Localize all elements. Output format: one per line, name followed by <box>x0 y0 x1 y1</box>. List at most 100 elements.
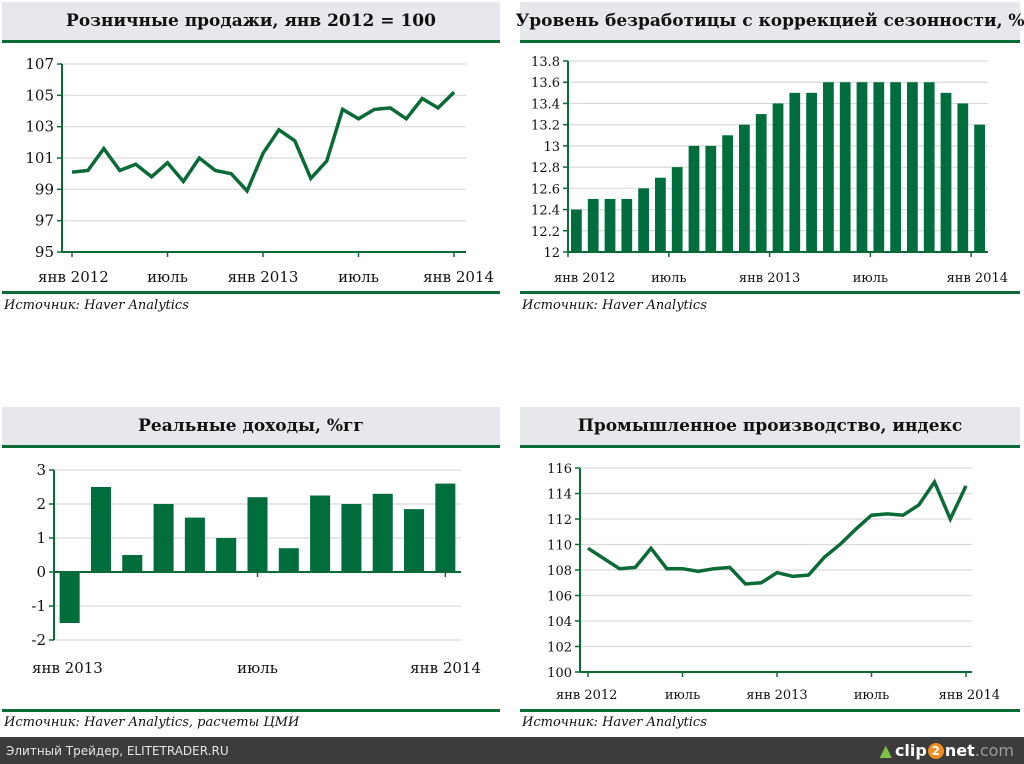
x-tick-label: июль <box>237 659 278 677</box>
x-tick-label: июль <box>147 268 188 286</box>
retail-sales-chart: 95 97 99 101 103 105 107 янв 2012 июль янв 2013 ию… <box>25 55 494 286</box>
chart-title: Уровень безработицы с коррекцией сезонно… <box>515 2 1024 43</box>
bar <box>621 198 633 252</box>
chart-source: Источник: Haver Analytics <box>522 715 707 730</box>
chart-title: Розничные продажи, янв 2012 = 100 <box>2 2 500 43</box>
panel-unemployment: Уровень безработицы с коррекцией сезонно… <box>515 2 1024 322</box>
y-tick-label: 12.8 <box>531 161 560 176</box>
x-tick-label: янв 2013 <box>739 271 800 286</box>
industrial-production-chart: 100 102 104 106 108 110 112 114 116 янв 2012 июль я… <box>547 462 1000 703</box>
panel-industrial-production: Промышленное производство, индекс 100 102… <box>520 407 1020 737</box>
y-tick-label: 13 <box>543 140 560 155</box>
y-tick-label: 110 <box>547 539 572 554</box>
y-tick-label: 12 <box>543 246 560 261</box>
bar <box>372 493 393 572</box>
upload-arrow-icon: ▲ <box>879 741 892 760</box>
bar <box>823 82 834 252</box>
bar <box>435 483 456 572</box>
y-tick-label: 12.6 <box>531 182 560 197</box>
watermark-bar: Элитный Трейдер, ELITETRADER.RU ▲ clip 2… <box>0 737 1024 764</box>
bar <box>247 497 268 572</box>
bar <box>789 92 801 252</box>
y-tick-label: 116 <box>547 462 572 477</box>
x-tick-label: июль <box>665 688 700 703</box>
x-tick-label: янв 2012 <box>556 688 617 703</box>
bar <box>122 555 143 572</box>
bar <box>59 572 80 623</box>
chart-source: Источник: Haver Analytics, расчеты ЦМИ <box>4 715 300 730</box>
bar <box>404 509 425 572</box>
series-line <box>71 90 456 195</box>
bar <box>655 177 666 252</box>
y-tick-label: 2 <box>36 495 46 513</box>
x-tick-label: июль <box>854 688 889 703</box>
bar <box>184 517 205 572</box>
bar <box>310 495 331 572</box>
panel-retail-sales: Розничные продажи, янв 2012 = 100 95 97 99… <box>2 2 500 322</box>
chart-title: Реальные доходы, %гг <box>2 407 500 448</box>
x-tick-label: янв 2013 <box>746 688 807 703</box>
brand-prefix: clip <box>894 741 927 760</box>
bar <box>90 487 111 572</box>
brand-name: net <box>944 741 975 760</box>
brand-digit: 2 <box>927 742 944 759</box>
bar <box>923 82 935 252</box>
y-tick-label: 95 <box>35 243 54 261</box>
y-tick-label: 103 <box>25 118 54 136</box>
series-line <box>587 478 968 586</box>
bar <box>856 82 868 252</box>
bar <box>278 548 299 572</box>
y-tick-label: 106 <box>547 590 572 605</box>
bar <box>957 103 969 252</box>
chart-source: Источник: Haver Analytics <box>4 298 189 313</box>
y-tick-label: 13.6 <box>531 76 560 91</box>
x-tick-label: янв 2012 <box>554 271 615 286</box>
bar <box>571 209 582 252</box>
y-tick-label: 12.2 <box>531 225 560 240</box>
x-tick-label: янв 2014 <box>423 268 494 286</box>
y-tick-label: 13.8 <box>531 55 560 70</box>
x-tick-label: июль <box>853 271 888 286</box>
bar <box>688 145 700 252</box>
y-tick-label: 105 <box>25 86 54 104</box>
x-tick-label: янв 2013 <box>32 659 103 677</box>
x-tick-label: янв 2013 <box>228 268 299 286</box>
bar <box>755 114 767 252</box>
bar <box>341 504 362 572</box>
y-tick-label: 108 <box>547 564 572 579</box>
y-tick-label: 99 <box>35 180 54 198</box>
unemployment-chart: 12 12.2 12.4 12.6 12.8 13 13.2 13.4 13.6 13.8 янв … <box>531 55 1008 286</box>
x-tick-label: янв 2012 <box>38 268 109 286</box>
clip2net-logo[interactable]: ▲ clip 2 net .com <box>880 741 1014 760</box>
y-tick-label: 0 <box>36 563 46 581</box>
bar <box>604 198 616 252</box>
bar <box>638 188 649 252</box>
y-tick-label: 107 <box>25 55 54 73</box>
bar <box>671 167 683 252</box>
y-tick-label: 13.2 <box>531 119 560 134</box>
y-tick-label: 12.4 <box>531 204 560 219</box>
bar <box>216 538 237 572</box>
y-tick-label: 112 <box>547 513 572 528</box>
real-income-chart: -2 -1 0 1 2 3 янв 2013 июль янв 2014 <box>31 461 481 677</box>
bar <box>873 82 885 252</box>
y-tick-label: 102 <box>547 641 572 656</box>
bar <box>806 92 817 252</box>
brand-suffix: .com <box>974 741 1014 760</box>
x-tick-label: янв 2014 <box>939 688 1000 703</box>
y-tick-label: 100 <box>547 666 572 681</box>
bar <box>705 145 717 252</box>
y-tick-label: 13.4 <box>531 97 560 112</box>
y-tick-label: -2 <box>31 631 46 649</box>
y-tick-label: -1 <box>31 597 46 615</box>
bar <box>974 124 985 252</box>
x-tick-label: июль <box>651 271 686 286</box>
bar <box>839 82 851 252</box>
x-tick-label: июль <box>338 268 379 286</box>
bar <box>907 82 918 252</box>
panel-real-income: Реальные доходы, %гг -2 -1 0 1 2 3 янв 2013 июл… <box>2 407 500 737</box>
chart-title: Промышленное производство, индекс <box>520 407 1020 448</box>
bar <box>739 124 750 252</box>
y-tick-label: 1 <box>36 529 46 547</box>
footer-divider <box>2 291 500 294</box>
